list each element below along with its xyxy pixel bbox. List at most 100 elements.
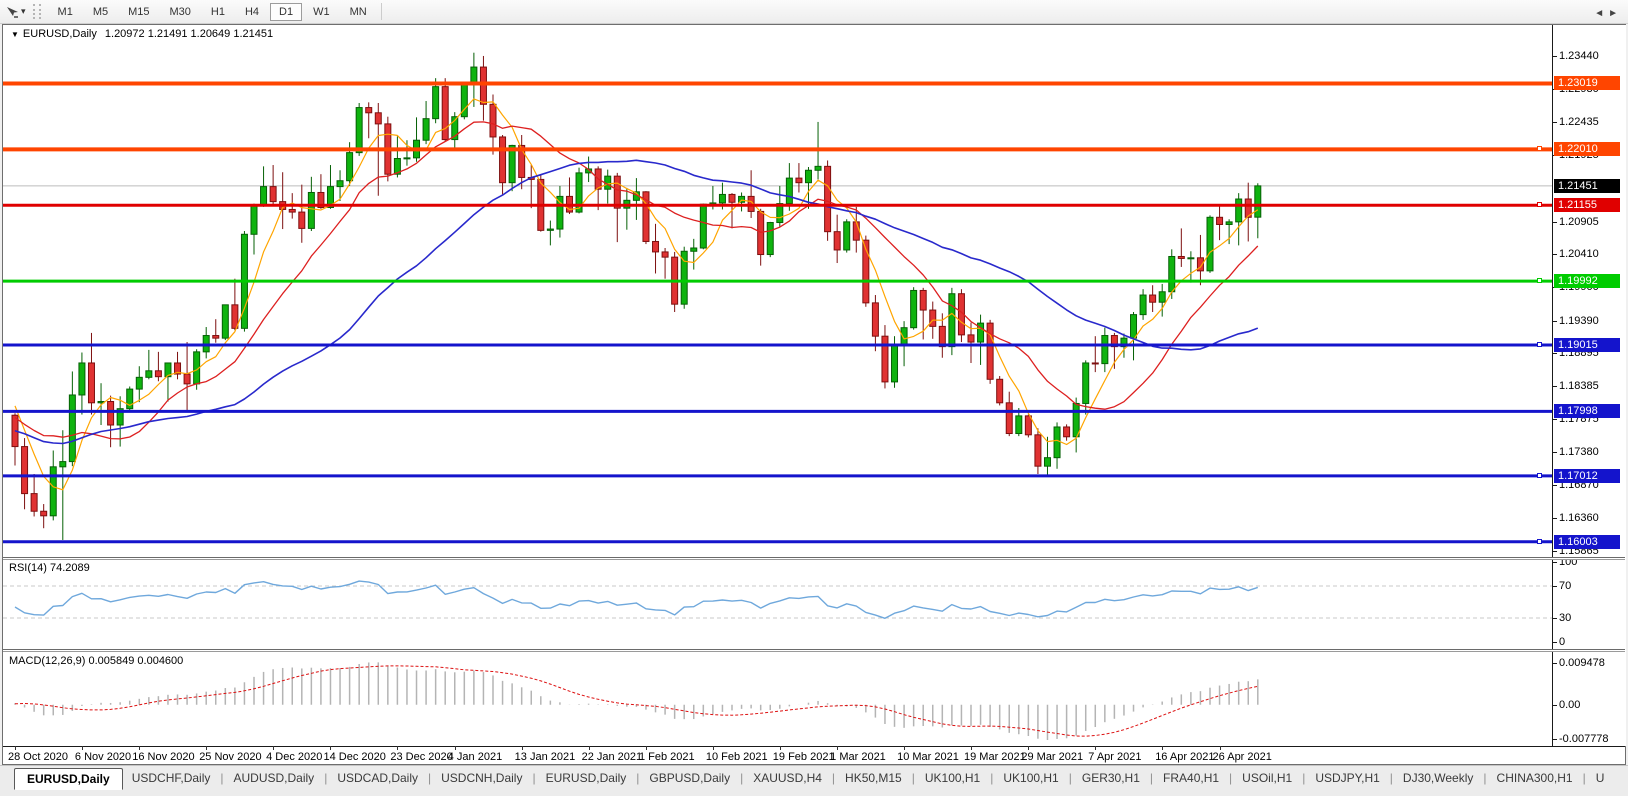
chart-tab-ger30-h1[interactable]: GER30,H1 <box>1081 771 1140 785</box>
line-selection-handle[interactable] <box>1537 202 1542 208</box>
macd-signal-line <box>14 665 1258 737</box>
price-line-badge: 1.19015 <box>1554 337 1620 352</box>
price-tick-label: 1.19390 <box>1553 314 1599 327</box>
timeframe-button-d1[interactable]: D1 <box>270 2 303 21</box>
date-tick-label: 29 Mar 2021 <box>1021 751 1084 763</box>
price-tick-label: 1.20410 <box>1553 247 1599 260</box>
candle-body <box>365 107 373 114</box>
candle-body <box>804 169 812 184</box>
candle-body <box>871 302 879 337</box>
candle-body <box>1005 402 1013 435</box>
rsi-axis-label: 0 <box>1552 636 1566 648</box>
tab-scroll-right-icon[interactable]: ► <box>1608 8 1622 19</box>
chart-tab-china300-h1[interactable]: CHINA300,H1 <box>1496 771 1573 785</box>
date-tick-mark <box>971 746 972 750</box>
chart-tab-fra40-h1[interactable]: FRA40,H1 <box>1163 771 1220 785</box>
candle-body <box>135 376 143 390</box>
candle-body <box>403 157 411 160</box>
candle-body <box>766 222 774 256</box>
chart-tab-dj30-weekly[interactable]: DJ30,Weekly <box>1402 771 1474 785</box>
tab-separator: | <box>990 771 994 785</box>
candle-body <box>661 251 669 258</box>
date-tick-mark <box>837 746 839 750</box>
timeframe-button-h1[interactable]: H1 <box>210 5 225 18</box>
date-tick-mark <box>206 746 208 750</box>
chart-tab-gbpusd-daily[interactable]: GBPUSD,Daily <box>649 771 731 785</box>
chart-tab-uk100-h1[interactable]: UK100,H1 <box>1003 771 1059 785</box>
date-tick-label: 10 Feb 2021 <box>705 751 768 763</box>
tab-scroll-left-icon[interactable]: ◄ <box>1594 8 1609 19</box>
tab-separator: | <box>1302 771 1306 785</box>
candle-body <box>260 186 268 207</box>
date-tick-label: 4 Jan 2021 <box>447 751 503 763</box>
ma-line-35 <box>14 159 1259 445</box>
rsi-label: RSI(14) 74.2089 <box>9 562 90 574</box>
timeframe-button-mn[interactable]: MN <box>349 5 367 18</box>
dropdown-caret-icon[interactable]: ▾ <box>21 6 26 16</box>
date-tick-label: 25 Nov 2020 <box>199 751 262 763</box>
candle-body <box>336 180 344 188</box>
chart-tab-usdchf-daily[interactable]: USDCHF,Daily <box>131 771 211 785</box>
chart-tab-xauusd-h4[interactable]: XAUUSD,H4 <box>753 771 822 785</box>
candle-body <box>1110 335 1118 348</box>
timeframe-button-m30[interactable]: M30 <box>169 5 191 18</box>
line-selection-handle[interactable] <box>1537 472 1542 478</box>
main-price-chart[interactable] <box>3 25 1552 557</box>
candle-body <box>518 144 526 178</box>
candle-body <box>432 86 440 120</box>
toolbar-separator <box>380 3 382 20</box>
chart-tab-audusd-daily[interactable]: AUDUSD,Daily <box>233 771 315 785</box>
line-selection-handle[interactable] <box>1537 278 1542 284</box>
toolbar-grip-handle[interactable] <box>32 4 41 19</box>
panel-splitter[interactable] <box>3 557 1625 560</box>
macd-indicator-panel[interactable] <box>3 652 1552 746</box>
candle-body <box>422 118 430 141</box>
date-tick-mark <box>588 746 590 750</box>
candle-body <box>1034 434 1042 467</box>
line-selection-handle[interactable] <box>1537 146 1542 152</box>
candle-body <box>307 191 315 229</box>
price-tick-label: 1.23440 <box>1553 49 1599 62</box>
chart-tab-usoil-h1[interactable]: USOil,H1 <box>1242 771 1293 785</box>
chart-tab-eurusd-daily[interactable]: EURUSD,Daily <box>545 771 627 785</box>
candle-body <box>1206 216 1214 272</box>
candle-body <box>269 186 277 203</box>
rsi-line <box>14 580 1259 619</box>
candle-body <box>1139 294 1147 316</box>
chart-tab-usdjpy-h1[interactable]: USDJPY,H1 <box>1315 771 1380 785</box>
candle-body <box>499 136 507 184</box>
line-selection-handle[interactable] <box>1537 341 1542 347</box>
date-tick-label: 19 Feb 2021 <box>772 751 835 763</box>
timeframe-button-m15[interactable]: M15 <box>128 5 150 18</box>
tab-separator: | <box>324 771 328 785</box>
chart-tab-uk100-h1[interactable]: UK100,H1 <box>924 771 981 785</box>
chart-tab-hk50-m15[interactable]: HK50,M15 <box>845 771 902 785</box>
candle-body <box>479 66 487 105</box>
chart-cursor-icon[interactable] <box>5 5 19 19</box>
rsi-indicator-panel[interactable] <box>3 560 1552 649</box>
date-tick-label: 13 Jan 2021 <box>514 751 576 763</box>
candle-body <box>183 373 191 385</box>
chart-window[interactable]: ▼ EURUSD,Daily 1.20972 1.21491 1.20649 1.2… <box>2 24 1626 765</box>
date-tick-label: 4 Dec 2020 <box>266 751 323 763</box>
timeframe-button-w1[interactable]: W1 <box>313 5 330 18</box>
candle-body <box>843 221 851 251</box>
collapse-triangle-icon[interactable]: ▼ <box>11 30 19 39</box>
candle-body <box>1225 221 1233 225</box>
chart-tab-usdcad-daily[interactable]: USDCAD,Daily <box>337 771 418 785</box>
timeframe-button-m1[interactable]: M1 <box>57 5 73 18</box>
chart-tab-eurusd-daily[interactable]: EURUSD,Daily <box>14 768 123 790</box>
panel-splitter[interactable] <box>3 649 1625 652</box>
candle-body <box>938 325 946 348</box>
date-tick-mark <box>397 746 399 750</box>
date-tick-label: 6 Nov 2020 <box>74 751 132 763</box>
line-selection-handle[interactable] <box>1537 538 1542 544</box>
tab-separator: | <box>1582 771 1586 785</box>
candle-body <box>374 112 382 125</box>
chart-tab-u[interactable]: U <box>1595 771 1605 785</box>
chart-tab-usdcnh-daily[interactable]: USDCNH,Daily <box>441 771 523 785</box>
timeframe-button-m5[interactable]: M5 <box>92 5 109 18</box>
candle-body <box>1053 426 1061 459</box>
timeframe-button-h4[interactable]: H4 <box>244 5 260 18</box>
price-line-badge: 1.19992 <box>1554 274 1620 289</box>
